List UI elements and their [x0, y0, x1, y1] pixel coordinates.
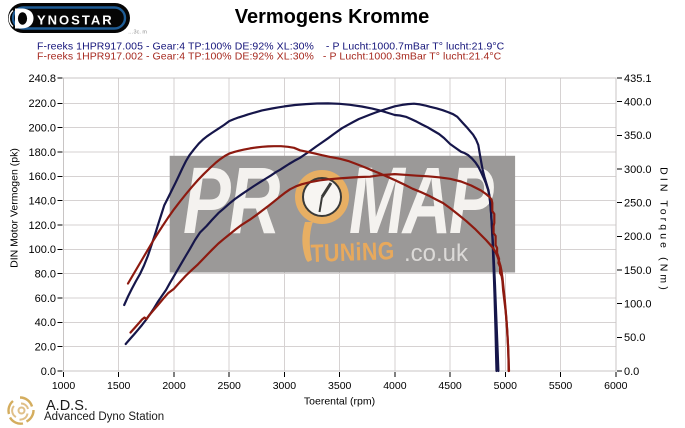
svg-text:250.0: 250.0 — [624, 197, 652, 209]
svg-text:100.0: 100.0 — [28, 244, 56, 256]
svg-text:240.8: 240.8 — [28, 73, 56, 85]
svg-text:200.0: 200.0 — [624, 231, 652, 243]
svg-text:A.D.S.: A.D.S. — [46, 398, 88, 414]
svg-text:180.0: 180.0 — [28, 147, 56, 159]
svg-text:Vermogens Kromme: Vermogens Kromme — [235, 6, 430, 28]
svg-text:120.0: 120.0 — [28, 220, 56, 232]
svg-text:400.0: 400.0 — [624, 96, 652, 108]
svg-text:220.0: 220.0 — [28, 98, 56, 110]
svg-text:…3c. m: …3c. m — [128, 30, 147, 36]
svg-text:MAP: MAP — [349, 149, 494, 254]
svg-text:100.0: 100.0 — [624, 299, 652, 311]
svg-text:140.0: 140.0 — [28, 196, 56, 208]
svg-text:5000: 5000 — [494, 380, 518, 392]
svg-text:1500: 1500 — [107, 380, 131, 392]
svg-text:200.0: 200.0 — [28, 122, 56, 134]
svg-text:F-reeks 1HPR917.002 - Gear:4 T: F-reeks 1HPR917.002 - Gear:4 TP:100% DE:… — [37, 51, 502, 63]
svg-text:.co.uk: .co.uk — [404, 240, 469, 267]
svg-text:4500: 4500 — [438, 380, 462, 392]
svg-text:60.0: 60.0 — [35, 293, 56, 305]
svg-text:20.0: 20.0 — [35, 342, 56, 354]
svg-text:3500: 3500 — [328, 380, 352, 392]
svg-text:40.0: 40.0 — [35, 317, 56, 329]
svg-text:4000: 4000 — [383, 380, 407, 392]
svg-text:160.0: 160.0 — [28, 171, 56, 183]
svg-text:0.0: 0.0 — [624, 366, 639, 378]
svg-text:DIN Motor Vermogen (pk): DIN Motor Vermogen (pk) — [9, 148, 21, 268]
svg-text:3000: 3000 — [273, 380, 297, 392]
svg-text:435.1: 435.1 — [624, 73, 652, 85]
svg-text:Toerental (rpm): Toerental (rpm) — [304, 396, 375, 408]
svg-text:80.0: 80.0 — [35, 269, 56, 281]
svg-text:YNOSTAR: YNOSTAR — [37, 13, 114, 28]
svg-text:2500: 2500 — [218, 380, 242, 392]
svg-text:350.0: 350.0 — [624, 130, 652, 142]
svg-text:6000: 6000 — [604, 380, 628, 392]
svg-text:Advanced Dyno Station: Advanced Dyno Station — [44, 411, 164, 423]
svg-text:TUNiNG: TUNiNG — [310, 236, 395, 267]
svg-text:300.0: 300.0 — [624, 164, 652, 176]
svg-text:1000: 1000 — [52, 380, 76, 392]
svg-text:0.0: 0.0 — [41, 366, 56, 378]
svg-text:50.0: 50.0 — [624, 332, 645, 344]
svg-text:DIN Torque (Nm): DIN Torque (Nm) — [658, 167, 670, 293]
svg-text:F-reeks 1HPR917.005 - Gear:4 T: F-reeks 1HPR917.005 - Gear:4 TP:100% DE:… — [37, 41, 505, 53]
svg-text:150.0: 150.0 — [624, 265, 652, 277]
svg-text:5500: 5500 — [549, 380, 573, 392]
svg-text:2000: 2000 — [162, 380, 186, 392]
